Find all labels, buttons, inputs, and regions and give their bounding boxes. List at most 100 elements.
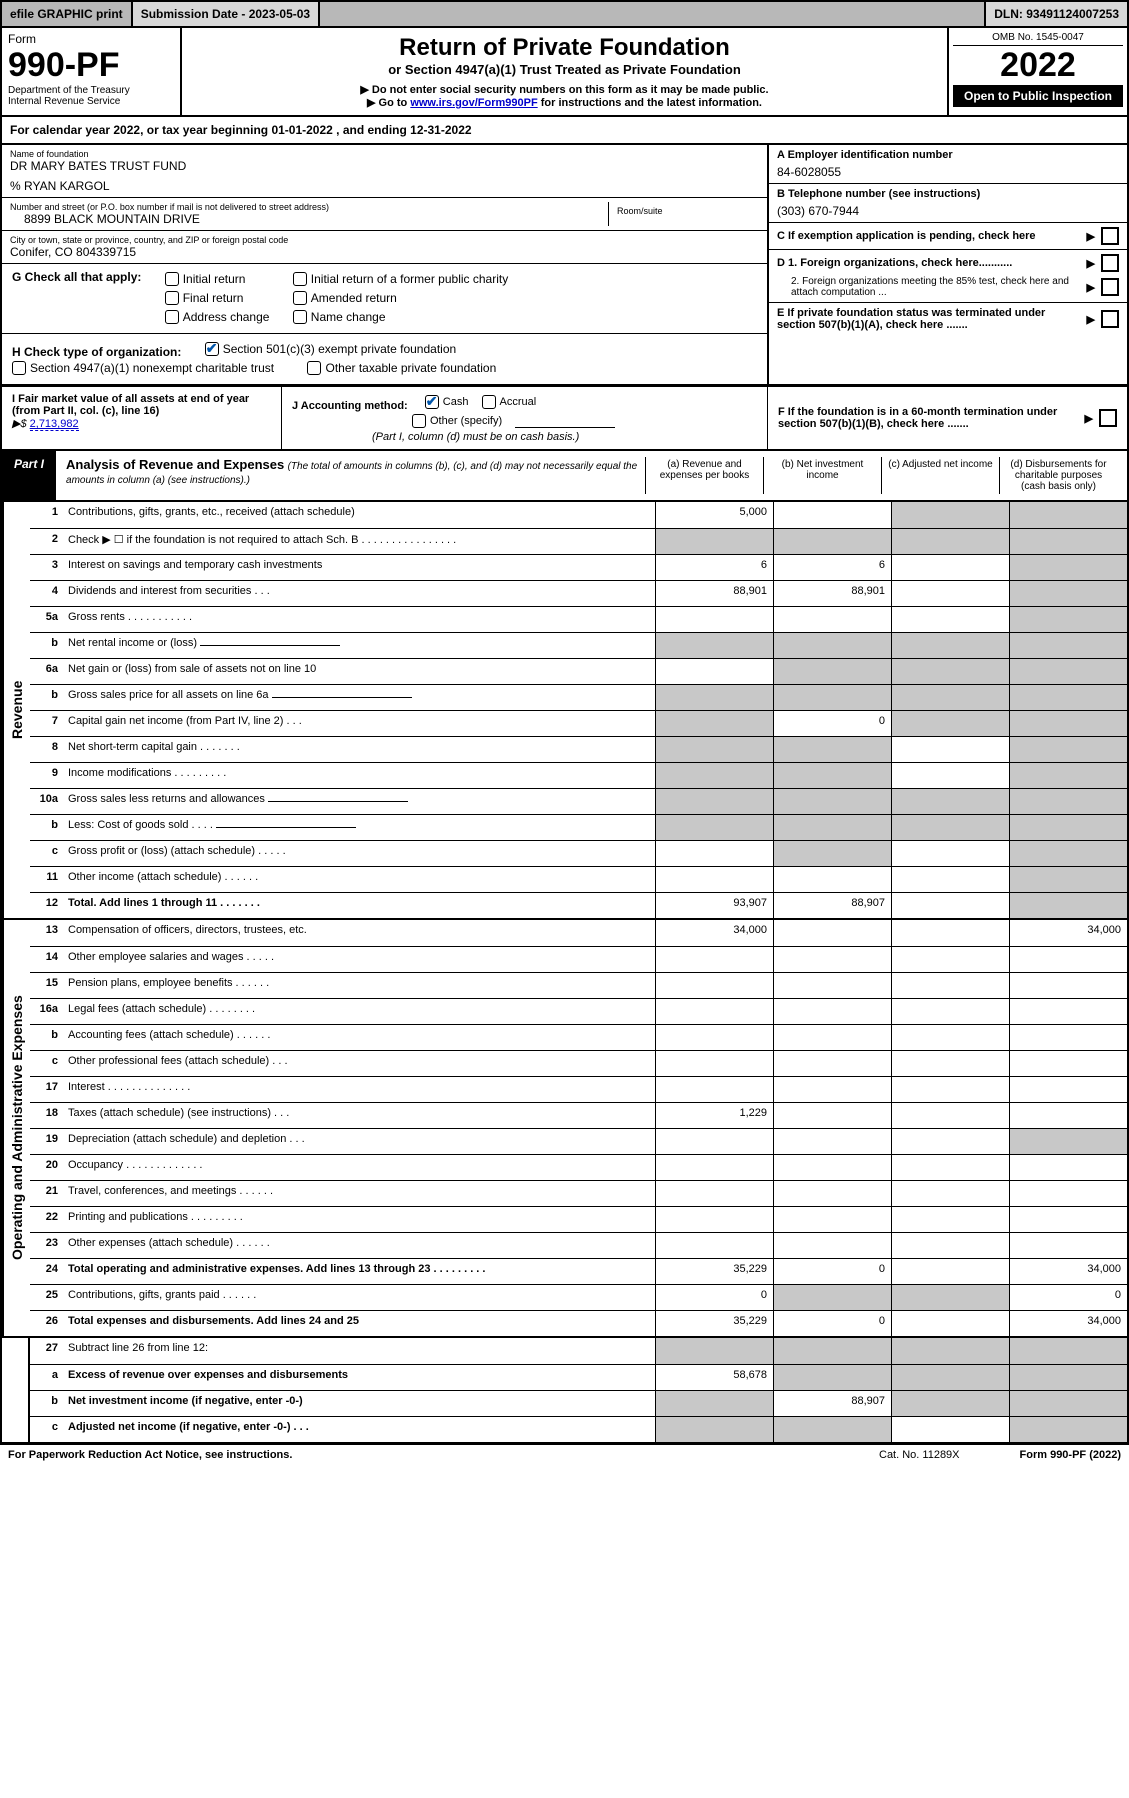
table-cell: [1009, 999, 1127, 1024]
bottom-spacer: [2, 1338, 30, 1442]
table-cell-grey: [891, 502, 1009, 528]
row-label: Net short-term capital gain . . . . . . …: [64, 737, 655, 762]
table-row: bNet investment income (if negative, ent…: [30, 1390, 1127, 1416]
chk-amended[interactable]: [293, 291, 307, 305]
table-cell: [1009, 1025, 1127, 1050]
col-b-header: (b) Net investment income: [763, 457, 881, 494]
table-row: 27Subtract line 26 from line 12:: [30, 1338, 1127, 1364]
table-cell: [891, 1181, 1009, 1206]
table-cell: [773, 607, 891, 632]
arrow-icon: ▶: [1087, 230, 1095, 243]
table-row: 16aLegal fees (attach schedule) . . . . …: [30, 998, 1127, 1024]
room-label: Room/suite: [617, 206, 751, 216]
footer-left: For Paperwork Reduction Act Notice, see …: [8, 1449, 292, 1461]
table-row: cGross profit or (loss) (attach schedule…: [30, 840, 1127, 866]
row-label: Gross rents . . . . . . . . . . .: [64, 607, 655, 632]
opt-cash: Cash: [443, 396, 469, 408]
row-number: 13: [30, 920, 64, 946]
row-label: Taxes (attach schedule) (see instruction…: [64, 1103, 655, 1128]
row-number: 9: [30, 763, 64, 788]
table-cell: [655, 973, 773, 998]
table-cell: [773, 973, 891, 998]
table-cell: [773, 999, 891, 1024]
chk-other-taxable[interactable]: [307, 361, 321, 375]
table-cell-grey: [1009, 1417, 1127, 1442]
table-cell: [1009, 973, 1127, 998]
chk-cash[interactable]: [425, 395, 439, 409]
chk-address-change[interactable]: [165, 310, 179, 324]
table-cell: [891, 1207, 1009, 1232]
e-label: E If private foundation status was termi…: [777, 307, 1087, 331]
table-cell-grey: [1009, 529, 1127, 554]
j-block: J Accounting method: Cash Accrual Other …: [282, 387, 767, 449]
row-number: 20: [30, 1155, 64, 1180]
table-cell: 6: [655, 555, 773, 580]
chk-d2-85pct[interactable]: [1101, 278, 1119, 296]
table-cell: 5,000: [655, 502, 773, 528]
table-row: 3Interest on savings and temporary cash …: [30, 554, 1127, 580]
row-label: Contributions, gifts, grants paid . . . …: [64, 1285, 655, 1310]
table-row: bNet rental income or (loss): [30, 632, 1127, 658]
table-cell-grey: [655, 737, 773, 762]
row-number: b: [30, 1025, 64, 1050]
row-label: Excess of revenue over expenses and disb…: [64, 1365, 655, 1390]
table-cell: 34,000: [1009, 1259, 1127, 1284]
table-cell: [1009, 1103, 1127, 1128]
tax-year: 2022: [953, 46, 1123, 85]
opt-name-change: Name change: [311, 310, 386, 324]
row-label: Other professional fees (attach schedule…: [64, 1051, 655, 1076]
row-label: Subtract line 26 from line 12:: [64, 1338, 655, 1364]
chk-e-terminated[interactable]: [1101, 310, 1119, 328]
top-bar: efile GRAPHIC print Submission Date - 20…: [0, 0, 1129, 28]
chk-other-method[interactable]: [412, 414, 426, 428]
row-label: Adjusted net income (if negative, enter …: [64, 1417, 655, 1442]
chk-name-change[interactable]: [293, 310, 307, 324]
table-cell: [773, 867, 891, 892]
irs-label: Internal Revenue Service: [8, 96, 174, 107]
b-phone-label: B Telephone number (see instructions): [777, 188, 1119, 200]
chk-d1-foreign[interactable]: [1101, 254, 1119, 272]
table-cell-grey: [655, 685, 773, 710]
chk-501c3[interactable]: [205, 342, 219, 356]
chk-f-60month[interactable]: [1099, 409, 1117, 427]
table-cell: [891, 1155, 1009, 1180]
chk-c-exemption[interactable]: [1101, 227, 1119, 245]
other-specify-input[interactable]: [515, 427, 615, 428]
table-row: 20Occupancy . . . . . . . . . . . . .: [30, 1154, 1127, 1180]
chk-initial-public[interactable]: [293, 272, 307, 286]
chk-initial-return[interactable]: [165, 272, 179, 286]
chk-final-return[interactable]: [165, 291, 179, 305]
chk-accrual[interactable]: [482, 395, 496, 409]
row-number: a: [30, 1365, 64, 1390]
table-row: 7Capital gain net income (from Part IV, …: [30, 710, 1127, 736]
table-cell-grey: [1009, 607, 1127, 632]
table-cell: [773, 1077, 891, 1102]
table-row: bAccounting fees (attach schedule) . . .…: [30, 1024, 1127, 1050]
table-row: cOther professional fees (attach schedul…: [30, 1050, 1127, 1076]
table-row: 11Other income (attach schedule) . . . .…: [30, 866, 1127, 892]
table-cell-grey: [891, 1365, 1009, 1390]
table-cell: 34,000: [655, 920, 773, 946]
row-label: Total expenses and disbursements. Add li…: [64, 1311, 655, 1336]
a-ein-value: 84-6028055: [777, 165, 1119, 179]
table-row: 25Contributions, gifts, grants paid . . …: [30, 1284, 1127, 1310]
form990pf-link[interactable]: www.irs.gov/Form990PF: [410, 97, 537, 109]
form-note-1: ▶ Do not enter social security numbers o…: [192, 83, 937, 96]
i-fmv-value[interactable]: 2,713,982: [30, 418, 79, 431]
table-cell: 1,229: [655, 1103, 773, 1128]
revenue-side-label: Revenue: [2, 502, 30, 918]
footer-cat-no: Cat. No. 11289X: [879, 1449, 960, 1461]
table-cell-grey: [1009, 633, 1127, 658]
table-cell: [1009, 947, 1127, 972]
chk-4947a1[interactable]: [12, 361, 26, 375]
table-cell-grey: [773, 763, 891, 788]
table-cell: [891, 841, 1009, 866]
row-label: Check ▶ ☐ if the foundation is not requi…: [64, 529, 655, 554]
efile-label[interactable]: efile GRAPHIC print: [2, 2, 133, 26]
table-cell: [773, 1051, 891, 1076]
table-cell-grey: [891, 789, 1009, 814]
table-cell-grey: [773, 659, 891, 684]
table-cell: [773, 1181, 891, 1206]
row-label: Other expenses (attach schedule) . . . .…: [64, 1233, 655, 1258]
row-label: Net gain or (loss) from sale of assets n…: [64, 659, 655, 684]
